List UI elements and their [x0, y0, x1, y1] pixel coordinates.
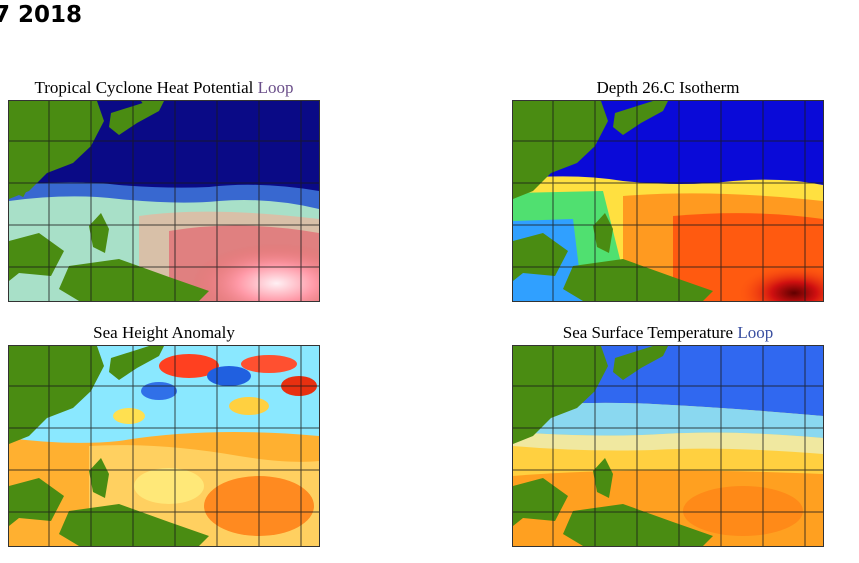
panel-caption: Sea Height Anomaly	[8, 322, 320, 343]
panel-caption: Depth 26.C Isotherm	[512, 77, 824, 98]
depth26-map-image[interactable]	[512, 100, 824, 302]
panel-label: Sea Height Anomaly	[93, 323, 235, 342]
sea-height-map-image[interactable]	[8, 345, 320, 547]
loop-link[interactable]: Loop	[737, 323, 774, 342]
panel-label: Sea Surface Temperature	[562, 323, 734, 342]
panel-label: Tropical Cyclone Heat Potential	[34, 78, 254, 97]
tchp-map-image[interactable]	[8, 100, 320, 302]
page-title: 7 2018	[0, 2, 83, 28]
panel-sea-height: Sea Height Anomaly	[8, 322, 320, 547]
panel-tchp: Tropical Cyclone Heat Potential Loop	[8, 77, 320, 302]
panel-caption: Sea Surface Temperature Loop	[512, 322, 824, 343]
sst-map-image[interactable]	[512, 345, 824, 547]
panel-depth26: Depth 26.C Isotherm	[512, 77, 824, 302]
panel-caption: Tropical Cyclone Heat Potential Loop	[8, 77, 320, 98]
loop-link[interactable]: Loop	[257, 78, 294, 97]
panel-label: Depth 26.C Isotherm	[596, 78, 740, 97]
panel-sst: Sea Surface Temperature Loop	[512, 322, 824, 547]
